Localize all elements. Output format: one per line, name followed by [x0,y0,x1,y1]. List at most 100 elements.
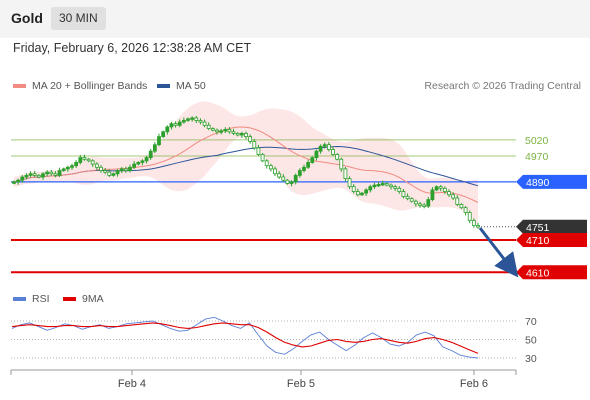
candle [103,167,108,175]
candle [45,170,50,177]
candle [326,142,331,152]
candle [306,159,311,169]
candle [215,128,219,135]
candle [347,176,352,189]
level-tag-4890 [516,174,587,189]
legend-ma50-swatch [157,84,170,88]
candle [202,119,207,128]
candle [70,163,74,170]
timeframe-button[interactable]: 30 MIN [51,7,106,30]
candle [339,157,344,172]
candle [438,185,443,192]
candle [173,121,178,128]
candle [297,168,302,178]
candle [148,148,153,160]
candle [128,164,132,173]
legend-9ma: 9MA [63,293,104,305]
legend-ma20-swatch [13,84,26,88]
candle [389,183,393,190]
candle [447,189,451,198]
candle [442,186,447,195]
candle [12,180,16,185]
legend-rsi-swatch [13,297,26,301]
candle [20,175,25,183]
candle [277,171,282,179]
candle [281,174,286,182]
candle [463,206,468,216]
legend-9ma-label: 9MA [82,293,104,305]
legend-rsi: RSI [13,293,50,305]
candle [115,168,120,177]
candle [268,163,273,172]
candle [260,153,265,163]
candle [94,162,99,170]
candle [368,184,373,193]
legend-9ma-swatch [63,297,76,301]
rsi-line [11,316,479,359]
chart-header: Gold 30 MIN [0,0,590,38]
candle [239,131,244,138]
candle [451,192,456,200]
level-label-4751: 4751 [526,222,550,234]
candle [119,166,124,174]
candle [140,159,145,166]
candle [360,191,364,197]
candle [107,169,112,177]
candle [111,172,116,177]
legend-rsi-label: RSI [32,293,50,305]
candle [41,172,45,180]
symbol-title: Gold [11,10,43,26]
candle [273,166,277,177]
level-label-4610: 4610 [526,267,550,279]
candle [372,182,377,189]
rsi-tick-label: 50 [525,335,537,347]
rsi-tick-label: 30 [525,353,537,365]
candle [413,199,418,207]
candle [181,117,186,124]
candle [152,142,157,154]
candle [86,157,91,163]
level-tag-4710 [516,233,587,247]
candle [318,144,323,154]
candle [314,149,319,161]
candle [335,153,340,161]
candle [132,161,137,169]
candle [144,155,149,164]
candle [161,130,166,138]
candle [231,128,236,135]
level-label-4890: 4890 [526,177,550,189]
candle [380,180,385,187]
candle [90,159,95,167]
ma20-line [13,126,479,203]
candle [293,173,298,185]
candle [61,167,66,172]
candle [78,155,83,165]
candle [186,117,190,122]
candle [384,182,389,187]
candle [331,146,335,156]
candle [422,202,427,209]
candle [223,127,228,134]
candle [235,132,240,137]
x-tick-label: Feb 5 [287,378,315,390]
candle [32,170,37,177]
level-tag-4751 [516,219,587,234]
candle [351,184,356,194]
candle [364,188,369,197]
level-tag-4610 [516,265,587,280]
x-tick-label: Feb 6 [460,378,488,390]
candle [82,154,87,161]
candle [401,188,406,199]
candle [49,169,54,177]
candle [264,159,269,169]
rsi-9ma-line [11,322,479,354]
legend-ma50: MA 50 [157,80,206,92]
candle [455,195,460,207]
research-credit: Research © 2026 Trading Central [424,80,581,92]
candle [210,127,215,132]
candle [99,165,103,173]
candle [248,134,253,144]
candle [177,119,182,128]
candle [393,184,398,191]
